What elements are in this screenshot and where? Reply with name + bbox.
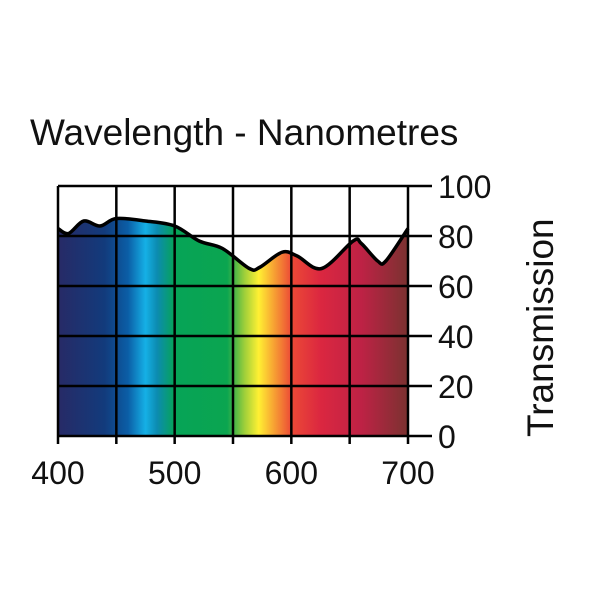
y-tick-20: 20: [438, 369, 474, 405]
y-tick-labels: 0 20 40 60 80 100: [438, 169, 491, 455]
chart-title: Wavelength - Nanometres: [30, 112, 458, 153]
y-tick-100: 100: [438, 169, 491, 205]
curve-line: [57, 216, 410, 272]
x-tick-500: 500: [148, 455, 201, 491]
y-axis-label: Transmission: [520, 218, 561, 437]
x-tick-600: 600: [265, 455, 318, 491]
x-tick-400: 400: [31, 455, 84, 491]
x-tick-700: 700: [381, 455, 434, 491]
y-tick-80: 80: [438, 219, 474, 255]
y-tick-0: 0: [438, 419, 456, 455]
y-tick-40: 40: [438, 319, 474, 355]
y-tick-60: 60: [438, 269, 474, 305]
grid: [56, 184, 432, 444]
transmission-curve: [57, 216, 410, 272]
x-tick-labels: 400 500 600 700: [31, 455, 434, 491]
